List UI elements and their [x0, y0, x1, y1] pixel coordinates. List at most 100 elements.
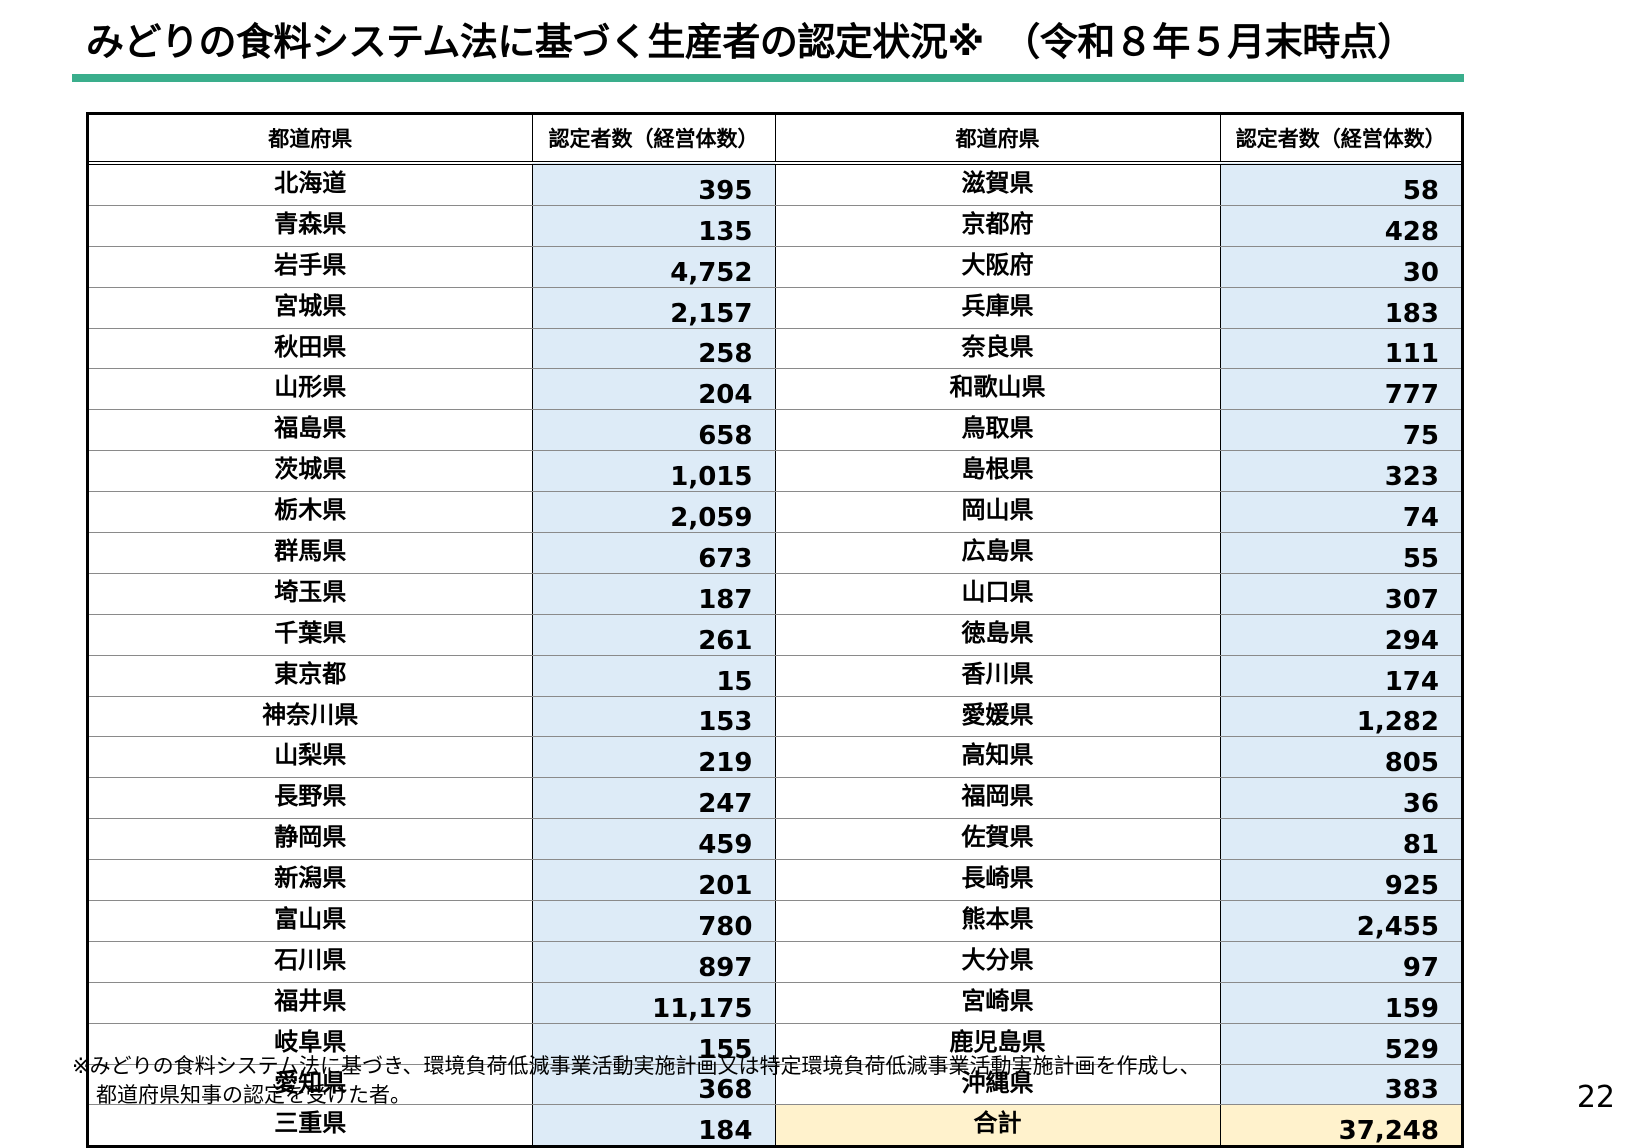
count-cell: 204	[532, 368, 776, 411]
prefecture-cell: 北海道	[89, 163, 533, 206]
prefecture-cell: 兵庫県	[775, 287, 1221, 329]
count-cell: 2,455	[1220, 900, 1461, 942]
count-cell: 2,157	[532, 287, 776, 329]
table-row: 三重県 184 合計 37,248	[89, 1104, 1461, 1146]
count-cell: 1,015	[532, 450, 776, 493]
prefecture-cell: 島根県	[775, 450, 1221, 493]
table-row: 宮城県 2,157 兵庫県 183	[89, 287, 1461, 329]
table-row: 福島県 658 鳥取県 75	[89, 409, 1461, 452]
prefecture-cell: 岩手県	[89, 246, 533, 288]
count-cell: 135	[532, 205, 776, 247]
prefecture-cell: 大阪府	[775, 246, 1221, 288]
prefecture-cell: 富山県	[89, 900, 533, 942]
prefecture-cell: 岡山県	[775, 491, 1221, 534]
table-row: 茨城県 1,015 島根県 323	[89, 450, 1461, 493]
prefecture-cell: 和歌山県	[775, 368, 1221, 411]
header-count-right: 認定者数（経営体数）	[1220, 115, 1461, 165]
prefecture-cell: 新潟県	[89, 859, 533, 902]
header-count-left: 認定者数（経営体数）	[532, 115, 776, 165]
prefecture-cell: 鹿児島県	[775, 1023, 1221, 1065]
prefecture-cell: 山梨県	[89, 736, 533, 779]
count-cell: 529	[1220, 1023, 1461, 1065]
prefecture-cell: 秋田県	[89, 328, 533, 370]
count-cell: 780	[532, 900, 776, 942]
prefecture-cell: 長崎県	[775, 859, 1221, 902]
table-row: 愛知県 368 沖縄県 383	[89, 1064, 1461, 1106]
total-label-cell: 合計	[775, 1104, 1221, 1146]
count-cell: 155	[532, 1023, 776, 1065]
count-cell: 459	[532, 818, 776, 861]
table-row: 北海道 395 滋賀県 58	[89, 163, 1461, 206]
prefecture-cell: 沖縄県	[775, 1064, 1221, 1106]
page-number: 22	[1576, 1080, 1615, 1115]
footnote-line-2: 都道府県知事の認定を受けた者。	[96, 1083, 411, 1107]
count-cell: 925	[1220, 859, 1461, 902]
count-cell: 395	[532, 163, 776, 206]
count-cell: 897	[532, 941, 776, 983]
count-cell: 58	[1220, 163, 1461, 206]
prefecture-cell: 千葉県	[89, 614, 533, 656]
count-cell: 261	[532, 614, 776, 656]
prefecture-cell: 長野県	[89, 777, 533, 820]
table-row: 静岡県 459 佐賀県 81	[89, 818, 1461, 861]
certification-table-container: 都道府県 認定者数（経営体数） 都道府県 認定者数（経営体数） 北海道 395 滋賀…	[86, 112, 1464, 1148]
prefecture-cell: 三重県	[89, 1104, 533, 1146]
count-cell: 428	[1220, 205, 1461, 247]
count-cell: 159	[1220, 982, 1461, 1024]
table-row: 神奈川県 153 愛媛県 1,282	[89, 696, 1461, 738]
prefecture-cell: 石川県	[89, 941, 533, 983]
count-cell: 1,282	[1220, 696, 1461, 738]
total-value-cell: 37,248	[1220, 1104, 1461, 1146]
prefecture-cell: 香川県	[775, 655, 1221, 697]
footnote-line-1: ※みどりの食料システム法に基づき、環境負荷低減事業活動実施計画又は特定環境負荷低…	[72, 1054, 1201, 1078]
count-cell: 183	[1220, 287, 1461, 329]
prefecture-cell: 茨城県	[89, 450, 533, 493]
certification-table: 都道府県 認定者数（経営体数） 都道府県 認定者数（経営体数） 北海道 395 滋賀…	[89, 115, 1461, 1146]
prefecture-cell: 徳島県	[775, 614, 1221, 656]
count-cell: 368	[532, 1064, 776, 1106]
count-cell: 307	[1220, 573, 1461, 615]
count-cell: 258	[532, 328, 776, 370]
footnote: ※みどりの食料システム法に基づき、環境負荷低減事業活動実施計画又は特定環境負荷低…	[72, 1052, 1201, 1110]
table-row: 山梨県 219 高知県 805	[89, 736, 1461, 779]
table-body: 北海道 395 滋賀県 58 青森県 135 京都府 428 岩手県 4,752 大阪府 30 宮城県 2…	[89, 163, 1461, 1146]
table-row: 富山県 780 熊本県 2,455	[89, 900, 1461, 942]
count-cell: 294	[1220, 614, 1461, 656]
page-title: みどりの食料システム法に基づく生産者の認定状況※ （令和８年５月末時点）	[86, 20, 1415, 64]
prefecture-cell: 宮崎県	[775, 982, 1221, 1024]
table-row: 埼玉県 187 山口県 307	[89, 573, 1461, 615]
prefecture-cell: 佐賀県	[775, 818, 1221, 861]
prefecture-cell: 広島県	[775, 532, 1221, 574]
count-cell: 247	[532, 777, 776, 820]
prefecture-cell: 奈良県	[775, 328, 1221, 370]
count-cell: 30	[1220, 246, 1461, 288]
count-cell: 111	[1220, 328, 1461, 370]
prefecture-cell: 福島県	[89, 409, 533, 452]
count-cell: 184	[532, 1104, 776, 1146]
table-row: 長野県 247 福岡県 36	[89, 777, 1461, 820]
count-cell: 36	[1220, 777, 1461, 820]
count-cell: 2,059	[532, 491, 776, 534]
count-cell: 4,752	[532, 246, 776, 288]
count-cell: 74	[1220, 491, 1461, 534]
table-row: 青森県 135 京都府 428	[89, 205, 1461, 247]
prefecture-cell: 青森県	[89, 205, 533, 247]
count-cell: 75	[1220, 409, 1461, 452]
prefecture-cell: 愛媛県	[775, 696, 1221, 738]
table-row: 栃木県 2,059 岡山県 74	[89, 491, 1461, 534]
prefecture-cell: 鳥取県	[775, 409, 1221, 452]
table-row: 石川県 897 大分県 97	[89, 941, 1461, 983]
count-cell: 174	[1220, 655, 1461, 697]
count-cell: 383	[1220, 1064, 1461, 1106]
prefecture-cell: 埼玉県	[89, 573, 533, 615]
prefecture-cell: 福井県	[89, 982, 533, 1024]
prefecture-cell: 栃木県	[89, 491, 533, 534]
table-row: 岐阜県 155 鹿児島県 529	[89, 1023, 1461, 1065]
prefecture-cell: 静岡県	[89, 818, 533, 861]
count-cell: 97	[1220, 941, 1461, 983]
prefecture-cell: 神奈川県	[89, 696, 533, 738]
prefecture-cell: 愛知県	[89, 1064, 533, 1106]
table-row: 東京都 15 香川県 174	[89, 655, 1461, 697]
count-cell: 658	[532, 409, 776, 452]
prefecture-cell: 高知県	[775, 736, 1221, 779]
